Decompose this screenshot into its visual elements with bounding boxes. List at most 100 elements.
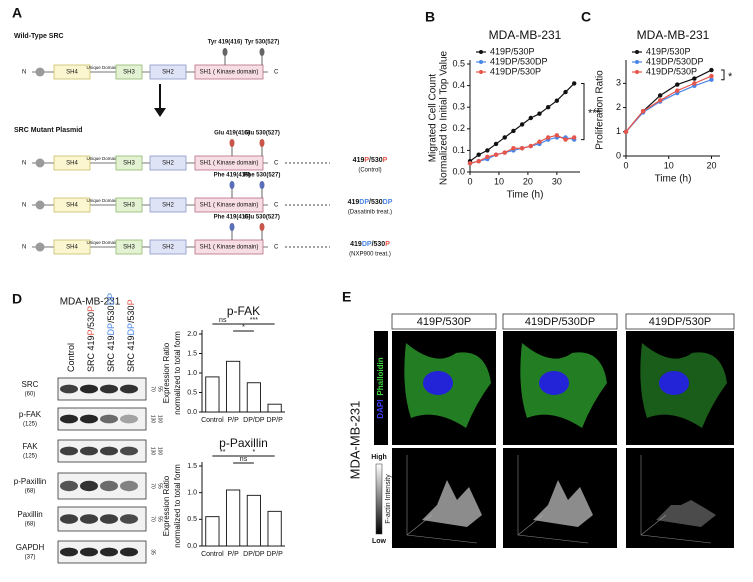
sh1-domain (194, 64, 264, 80)
lane-label: SRC 419DP/530DP (106, 293, 116, 372)
y-tick-label: 0.5 (187, 389, 197, 396)
mutant-name-part: P (383, 157, 388, 164)
sh4-domain-label: SH4 (66, 161, 78, 167)
blot-band (80, 514, 98, 524)
lane-label-part: DP (106, 293, 116, 306)
data-point (709, 67, 714, 73)
y-tick-label: 1.0 (187, 370, 197, 377)
x-tick-label: 20 (706, 160, 716, 170)
lane-label-part: /530 (106, 305, 116, 323)
blot-band (60, 547, 78, 557)
scale-high: High (371, 454, 387, 461)
y-tick-label: 0.2 (452, 123, 465, 133)
sh3-domain (115, 155, 143, 171)
mutant-name-part: DP (359, 199, 369, 206)
c-term: C (274, 70, 279, 76)
panel-label: A (12, 5, 22, 21)
y-axis-label: normalized to total form (173, 331, 182, 415)
mutant-name-part: DP (383, 199, 393, 206)
data-point (572, 81, 577, 86)
data-point (709, 77, 714, 82)
data-point (476, 159, 481, 164)
series-line (625, 75, 712, 133)
site-marker (229, 223, 235, 231)
data-point (485, 148, 490, 153)
blot-band (120, 480, 138, 492)
data-point (511, 146, 516, 151)
y-tick-label: 1.0 (187, 490, 197, 497)
data-point (554, 98, 560, 103)
sh1-domain-label: SH1 ( Kinase domain) (200, 70, 259, 76)
lane-label-part: DP (126, 323, 136, 336)
lane-label-part: SRC 419 (86, 335, 96, 372)
mutant-name-part: /530 (372, 241, 386, 248)
data-point (528, 143, 533, 149)
site-marker (229, 181, 235, 189)
unique-label: Unique Domain (86, 240, 118, 245)
mutant-name-part: 419 (348, 199, 360, 206)
blot-band (60, 514, 78, 524)
x-tick-label: 0 (467, 176, 472, 186)
data-point (528, 115, 533, 121)
legend-marker (635, 50, 639, 54)
blot-kda: (60) (25, 392, 36, 398)
sh2-domain (149, 197, 187, 213)
blot-band (100, 414, 118, 424)
sh4-domain-label: SH4 (66, 245, 78, 251)
bar (246, 494, 261, 547)
column-header (625, 313, 735, 330)
data-point (572, 135, 577, 140)
lane-label-part: P (86, 306, 96, 312)
mutant-name-part: 419 (353, 157, 365, 164)
data-point (623, 129, 629, 134)
blot-band (60, 446, 78, 456)
bar (267, 403, 282, 413)
legend-label: 419DP/530DP (646, 56, 704, 66)
lane-label-part: DP (106, 323, 116, 336)
blot-band (100, 547, 118, 557)
sh1-domain (194, 197, 264, 213)
data-point (485, 154, 490, 160)
significance-label: * (242, 324, 245, 331)
blot-name: FAK (22, 442, 38, 451)
data-point (519, 146, 525, 151)
lane-label-part: /530 (126, 305, 136, 323)
site-label: Tyr 530(527) (245, 40, 280, 46)
site-label: Phe 530(527) (244, 173, 281, 179)
sh3-domain-label: SH3 (123, 245, 135, 251)
blot-kda: (125) (23, 422, 37, 428)
blot-kda: (68) (25, 522, 36, 528)
mw-marker: 70 (150, 386, 156, 392)
x-tick-label: Control (201, 551, 224, 558)
intensity-plot (626, 448, 734, 548)
intensity-scale (375, 463, 383, 535)
y-tick-label: 2 (616, 102, 621, 112)
data-point (640, 109, 646, 114)
x-tick-label: 0 (623, 160, 628, 170)
chart-title: MDA-MB-231 (489, 28, 562, 42)
n-cap (35, 242, 45, 252)
panel-label: E (342, 289, 351, 305)
lane-label: SRC 419P/530P (86, 306, 96, 372)
column-header (502, 313, 618, 330)
y-axis-label: Migrated Cell Count (428, 74, 439, 163)
lane-label-part: Control (66, 343, 76, 372)
y-tick-label: 2.0 (187, 331, 197, 338)
mw-marker: 55 (157, 386, 163, 392)
data-point (545, 135, 551, 140)
stain-name: DAPI (376, 400, 385, 419)
bar (246, 382, 261, 413)
y-tick-label: 0.1 (452, 145, 465, 155)
lane-label: SRC 419DP/530P (126, 299, 136, 372)
series-line (625, 79, 712, 133)
stain-name: Phalloidin (376, 357, 385, 395)
sh2-domain-label: SH2 (162, 245, 174, 251)
y-tick-label: 0.3 (452, 102, 465, 112)
bar (205, 376, 220, 413)
data-point (537, 111, 542, 116)
y-tick-label: 0.0 (187, 543, 197, 550)
y-tick-label: 0.0 (187, 409, 197, 416)
blot-name: GAPDH (16, 543, 45, 552)
data-point (467, 161, 473, 166)
